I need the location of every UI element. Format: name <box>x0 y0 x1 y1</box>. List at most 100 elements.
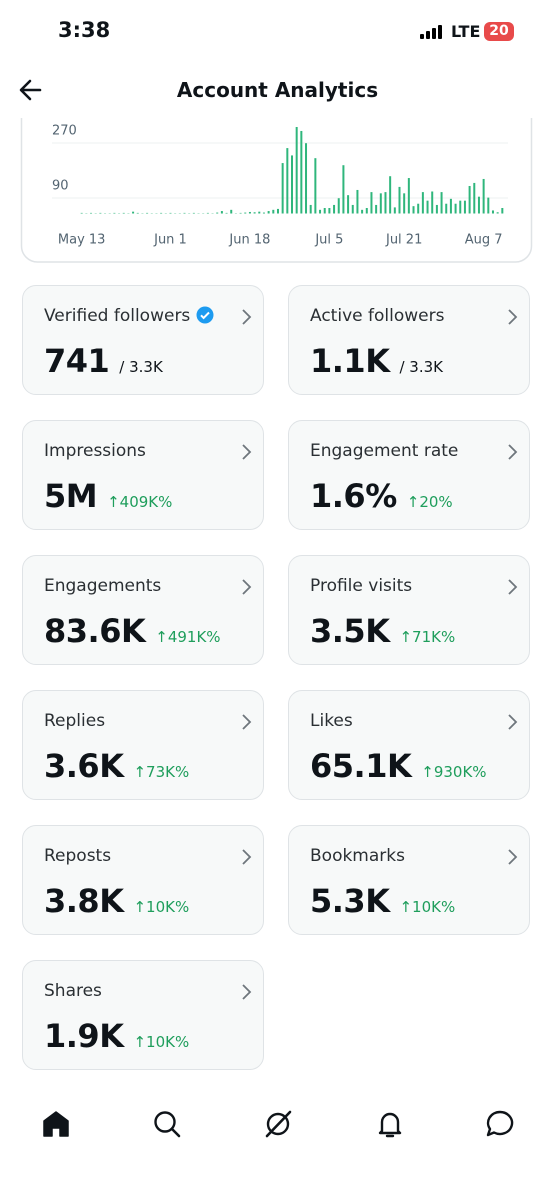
chevron-path <box>508 309 518 325</box>
bar <box>426 200 429 214</box>
card-value-text: 65.1K <box>310 747 412 785</box>
bar <box>323 207 326 214</box>
x-tick-label: Jun 18 <box>228 233 270 248</box>
card-label: Bookmarks <box>310 846 405 866</box>
card-label-text: Shares <box>44 981 102 1001</box>
y-tick-label: 270 <box>52 123 77 138</box>
stat-card[interactable]: Engagements 83.6K ↑491K% <box>22 555 264 665</box>
bar <box>487 197 490 214</box>
bar <box>136 212 139 214</box>
chevron-path <box>508 714 518 730</box>
bar <box>384 192 387 214</box>
bar <box>398 186 401 214</box>
card-label: Engagements <box>44 576 161 596</box>
bar <box>351 204 354 214</box>
page-title: Account Analytics <box>176 78 379 102</box>
bar <box>393 207 396 214</box>
chevron-path <box>242 849 252 865</box>
bar <box>267 211 270 214</box>
card-label: Verified followers <box>44 306 214 326</box>
chevron <box>508 579 518 595</box>
bar <box>421 192 424 214</box>
card-label-text: Active followers <box>310 306 445 326</box>
card-total: / 3.3K <box>399 358 443 376</box>
bar <box>403 193 406 214</box>
stat-card[interactable]: Verified followers 741 / 3.3K <box>22 285 264 395</box>
x-tick-label: Jul 21 <box>385 233 422 248</box>
notifications-tab[interactable] <box>374 1108 406 1140</box>
grok-tab[interactable] <box>262 1108 294 1140</box>
stat-card[interactable]: Reposts 3.8K ↑10K% <box>22 825 264 935</box>
bar <box>276 208 279 214</box>
bar <box>449 198 452 214</box>
x-tick-label: May 13 <box>58 233 106 248</box>
card-value-text: 83.6K <box>44 612 146 650</box>
home-tab[interactable] <box>40 1108 72 1140</box>
signal-icon <box>420 25 442 39</box>
bar <box>477 196 480 214</box>
card-value-text: 3.8K <box>44 882 124 920</box>
chevron-path <box>242 714 252 730</box>
card-label: Engagement rate <box>310 441 458 461</box>
search-tab[interactable] <box>151 1108 183 1140</box>
bar <box>342 165 345 214</box>
card-value: 1.9K ↑10K% <box>44 1017 189 1055</box>
card-value: 3.6K ↑73K% <box>44 747 189 785</box>
bar <box>169 212 172 214</box>
bar <box>183 212 186 214</box>
bar <box>146 212 149 214</box>
card-label: Likes <box>310 711 353 731</box>
bar <box>216 212 219 214</box>
card-label-text: Reposts <box>44 846 112 866</box>
bar <box>412 206 415 214</box>
stat-card[interactable]: Replies 3.6K ↑73K% <box>22 690 264 800</box>
chevron <box>242 984 252 1000</box>
card-label: Reposts <box>44 846 111 866</box>
bar <box>309 204 312 214</box>
card-label-text: Likes <box>310 711 353 731</box>
chevron-path <box>508 849 518 865</box>
stat-card[interactable]: Likes 65.1K ↑930K% <box>288 690 530 800</box>
chevron-path <box>242 444 252 460</box>
chevron <box>508 714 518 730</box>
card-change: ↑71K% <box>399 628 456 646</box>
stat-card[interactable]: Impressions 5M ↑409K% <box>22 420 264 530</box>
bar <box>225 212 228 214</box>
card-label: Impressions <box>44 441 146 461</box>
card-value-text: 3.6K <box>44 747 124 785</box>
card-label-text: Profile visits <box>310 576 413 596</box>
bar <box>417 203 420 214</box>
bar <box>122 212 125 214</box>
card-label-text: Engagement rate <box>310 441 459 461</box>
card-value: 741 / 3.3K <box>44 342 163 380</box>
chevron <box>508 444 518 460</box>
bar <box>501 207 504 214</box>
bar <box>370 192 373 214</box>
x-tick-label: Jul 5 <box>314 233 343 248</box>
card-value: 3.8K ↑10K% <box>44 882 189 920</box>
card-change: ↑10K% <box>399 898 456 916</box>
chevron-path <box>242 309 252 325</box>
back-button[interactable] <box>18 77 44 103</box>
card-change: ↑10K% <box>133 898 190 916</box>
card-value: 65.1K ↑930K% <box>310 747 487 785</box>
stat-card[interactable]: Active followers 1.1K / 3.3K <box>288 285 530 395</box>
x-tick-label: Jun 1 <box>153 233 187 248</box>
bar <box>454 203 457 214</box>
chevron <box>242 579 252 595</box>
stat-card[interactable]: Engagement rate 1.6% ↑20% <box>288 420 530 530</box>
stat-card[interactable]: Bookmarks 5.3K ↑10K% <box>288 825 530 935</box>
stat-card[interactable]: Shares 1.9K ↑10K% <box>22 960 264 1070</box>
stat-card[interactable]: Profile visits 3.5K ↑71K% <box>288 555 530 665</box>
bar <box>356 189 359 214</box>
bar <box>113 212 116 214</box>
card-change: ↑409K% <box>107 493 173 511</box>
bar <box>220 211 223 214</box>
bar <box>99 212 102 214</box>
bar <box>244 212 247 214</box>
messages-tab[interactable] <box>484 1108 516 1140</box>
bar <box>90 212 93 214</box>
bar <box>319 209 322 214</box>
chevron <box>242 309 252 325</box>
bar <box>491 210 494 214</box>
